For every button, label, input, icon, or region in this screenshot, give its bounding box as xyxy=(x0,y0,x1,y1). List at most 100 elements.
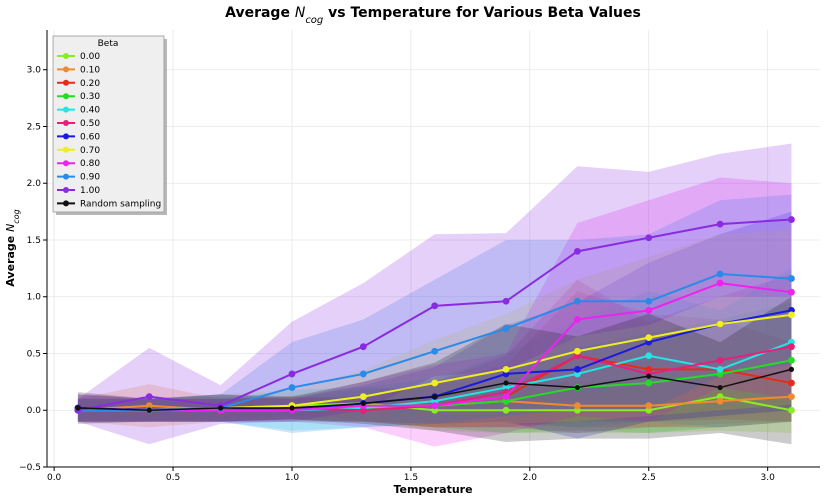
legend-label: Random sampling xyxy=(80,199,161,209)
data-point-8-9 xyxy=(716,279,724,287)
data-point-11-4 xyxy=(360,400,366,407)
data-point-3-8 xyxy=(645,379,653,387)
series-lines xyxy=(74,216,795,414)
band-10 xyxy=(77,143,792,445)
data-point-9-9 xyxy=(716,270,724,278)
legend-label: 0.00 xyxy=(80,52,100,62)
data-point-1-10 xyxy=(788,393,795,401)
data-point-9-3 xyxy=(288,384,296,391)
x-axis-label: Temperature xyxy=(393,483,472,496)
legend-title: Beta xyxy=(98,39,119,49)
data-point-7-8 xyxy=(645,334,653,342)
legend-swatch-marker xyxy=(63,187,69,193)
legend-label: 0.30 xyxy=(80,92,100,102)
data-point-10-8 xyxy=(645,234,653,242)
legend-label: 0.80 xyxy=(80,159,100,169)
legend-label: 0.90 xyxy=(80,173,100,183)
data-point-10-7 xyxy=(573,247,581,255)
data-point-11-1 xyxy=(146,407,152,413)
y-tick-label: 3.0 xyxy=(27,66,42,76)
data-point-11-5 xyxy=(432,394,438,400)
legend-label: 1.00 xyxy=(80,186,100,196)
y-tick-label: 1.5 xyxy=(27,236,41,246)
data-point-9-5 xyxy=(431,347,439,355)
band-5 xyxy=(77,274,792,433)
data-point-7-6 xyxy=(502,365,510,373)
data-point-9-10 xyxy=(788,275,795,282)
x-tick-label: 0.0 xyxy=(47,473,62,483)
data-point-10-1 xyxy=(145,393,153,401)
data-point-8-8 xyxy=(645,306,653,314)
data-point-0-10 xyxy=(788,406,795,414)
legend-label: 0.10 xyxy=(80,65,100,75)
data-point-8-6 xyxy=(502,393,510,401)
data-point-9-4 xyxy=(359,370,367,378)
grid xyxy=(47,30,820,468)
data-point-7-10 xyxy=(788,311,795,319)
y-tick-label: 0.5 xyxy=(27,349,41,359)
data-point-11-6 xyxy=(503,380,509,386)
data-point-7-5 xyxy=(431,379,439,387)
data-point-11-10 xyxy=(788,366,795,372)
legend-swatch-marker xyxy=(63,66,69,73)
legend: Beta 0.00 0.10 0.20 0.30 0.40 0.50 0.60 0.70 0.8… xyxy=(52,35,167,215)
band-2 xyxy=(77,291,792,428)
legend-label: 0.60 xyxy=(80,132,100,142)
data-point-10-10 xyxy=(788,216,795,223)
legend-swatch-marker xyxy=(63,79,69,86)
data-point-4-9 xyxy=(716,365,724,373)
legend-label: 0.70 xyxy=(80,146,100,156)
y-tick-label: −0.5 xyxy=(19,463,41,473)
x-tick-label: 2.5 xyxy=(642,473,656,483)
band-4 xyxy=(77,268,792,431)
data-point-9-6 xyxy=(502,325,510,332)
data-point-8-10 xyxy=(788,288,795,296)
data-point-7-4 xyxy=(359,393,367,401)
x-tick-label: 1.0 xyxy=(285,473,300,483)
data-point-11-0 xyxy=(75,405,81,411)
y-axis-label: Average Ncog xyxy=(4,209,21,286)
legend-swatch-marker xyxy=(63,93,69,100)
data-point-8-7 xyxy=(573,316,581,323)
data-point-1-8 xyxy=(645,402,653,410)
data-point-11-9 xyxy=(717,384,723,391)
data-point-10-6 xyxy=(502,297,510,305)
x-tick-label: 3.0 xyxy=(761,473,776,483)
data-point-3-10 xyxy=(788,356,795,364)
chart-title: Average Ncog vs Temperature for Various … xyxy=(225,5,641,26)
legend-items: 0.00 0.10 0.20 0.30 0.40 0.50 0.60 0.70 0.80 0.90… xyxy=(57,52,161,209)
legend-swatch-marker xyxy=(63,160,69,167)
data-point-11-3 xyxy=(289,405,295,411)
y-tick-label: 2.5 xyxy=(27,122,41,132)
ticks: 0.0 0.5 1.0 1.5 2.0 2.5 3.0 −0.5 0.0 0.5 1.0 1.5 2.0… xyxy=(19,66,775,483)
legend-label: 0.40 xyxy=(80,106,100,116)
data-point-2-10 xyxy=(788,379,795,387)
data-point-10-3 xyxy=(288,370,296,378)
data-point-7-7 xyxy=(573,347,581,355)
data-point-0-6 xyxy=(502,406,510,414)
legend-swatch-marker xyxy=(63,146,69,153)
data-point-10-4 xyxy=(359,343,367,351)
data-point-11-7 xyxy=(574,384,580,391)
data-point-5-9 xyxy=(716,356,724,364)
data-point-10-9 xyxy=(716,220,724,228)
x-tick-label: 1.5 xyxy=(404,473,418,483)
data-point-7-9 xyxy=(716,320,724,328)
y-tick-label: 2.0 xyxy=(27,179,42,189)
x-tick-label: 0.5 xyxy=(166,473,180,483)
legend-swatch-marker xyxy=(63,120,69,126)
data-point-4-8 xyxy=(645,352,653,360)
axes xyxy=(46,30,820,468)
band-3 xyxy=(77,302,792,433)
band-7 xyxy=(77,228,792,428)
legend-swatch-marker xyxy=(63,106,69,113)
data-point-10-5 xyxy=(431,302,439,310)
x-tick-label: 2.0 xyxy=(523,473,538,483)
legend-label: 0.20 xyxy=(80,79,100,89)
y-tick-label: 1.0 xyxy=(27,293,42,303)
y-tick-label: 0.0 xyxy=(27,406,42,416)
data-point-9-8 xyxy=(645,297,653,305)
legend-swatch-marker xyxy=(63,53,69,59)
data-point-11-2 xyxy=(218,405,224,411)
data-point-1-7 xyxy=(573,402,581,410)
